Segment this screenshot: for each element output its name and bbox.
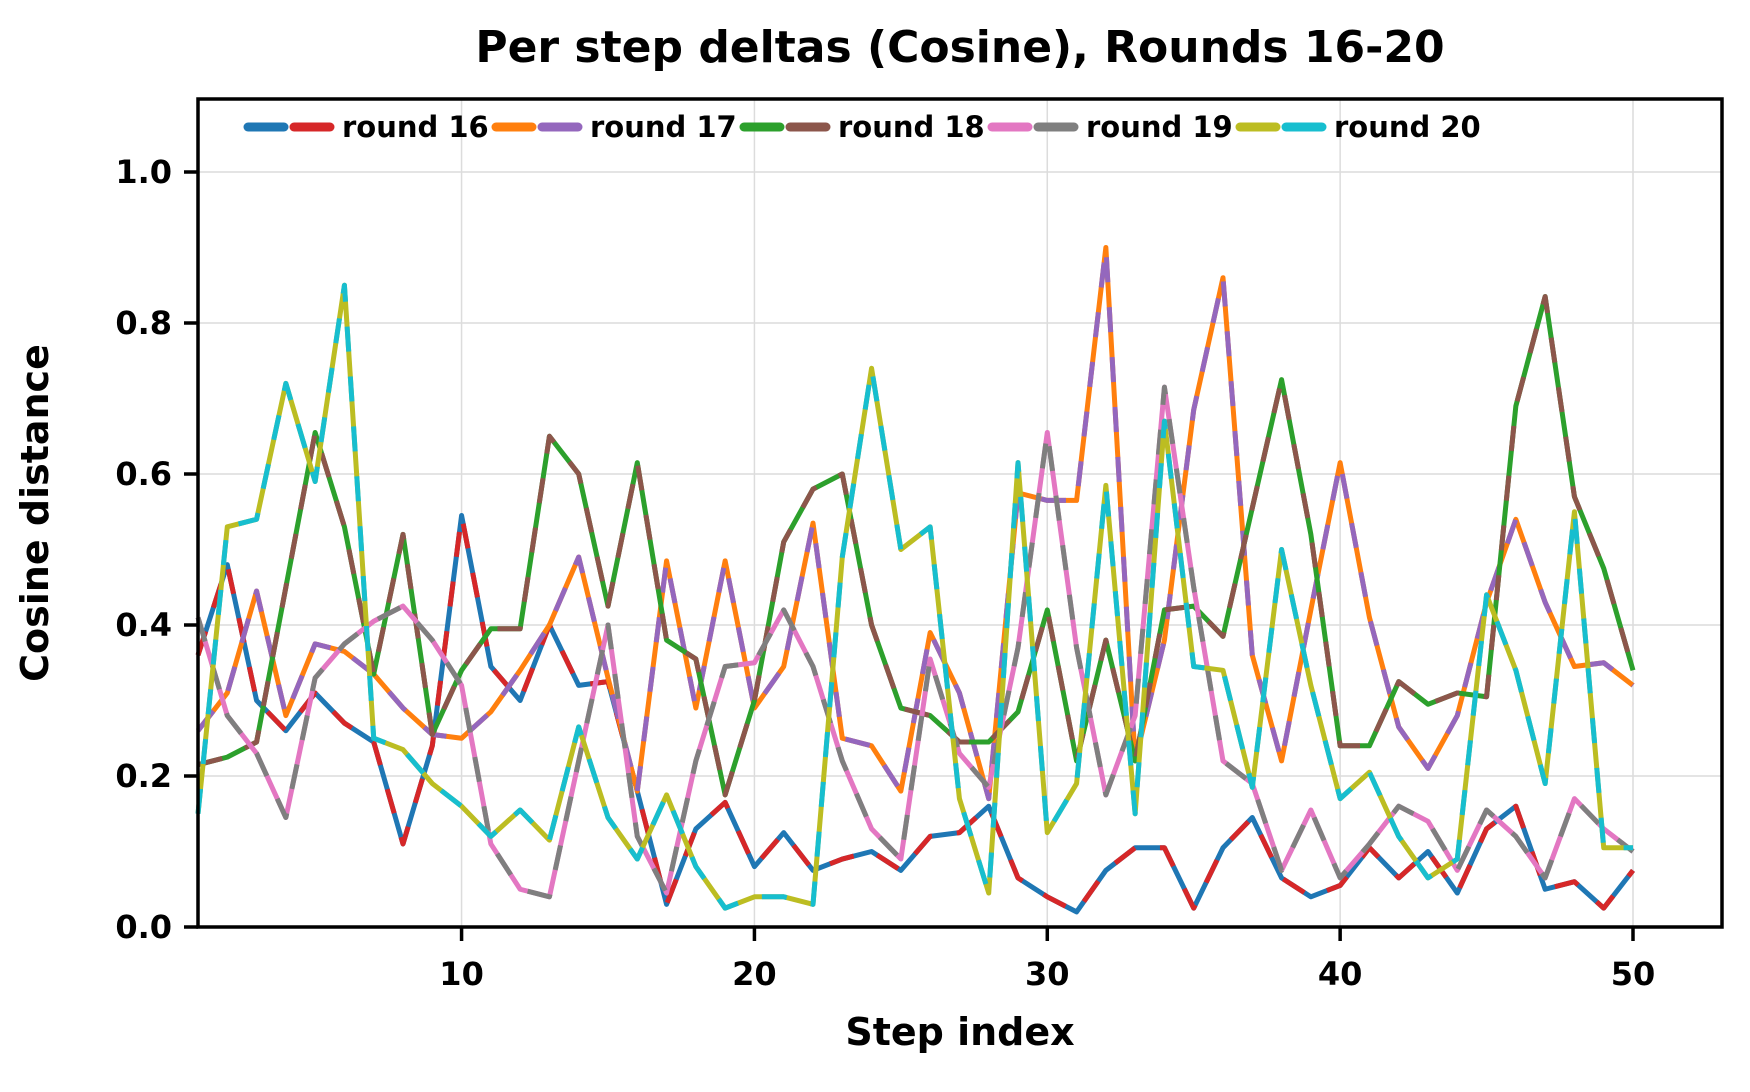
legend-label: round 20 — [1334, 110, 1481, 144]
y-tick-label: 0.6 — [115, 455, 172, 493]
legend-label: round 17 — [590, 110, 737, 144]
axes-spines — [196, 97, 1724, 929]
series-line-dash — [195, 513, 1635, 915]
tick-layer: 10 20 30 40 50 0.0 0.2 0.4 0.6 0.8 1.0 — [115, 153, 1655, 993]
legend-item-round-20: round 20 — [1235, 110, 1481, 144]
grid-layer — [198, 99, 1722, 927]
legend-label: round 16 — [342, 110, 489, 144]
legend-item-round-18: round 18 — [739, 110, 985, 144]
legend-item-round-16: round 16 — [243, 110, 489, 144]
y-tick-label: 0.8 — [115, 304, 172, 342]
series-round-19 — [195, 384, 1635, 900]
series-line-dash — [195, 384, 1635, 900]
x-tick-label: 20 — [732, 955, 777, 993]
y-tick-label: 1.0 — [115, 153, 172, 191]
spine-layer — [196, 97, 1724, 929]
series-round-16 — [195, 513, 1635, 915]
y-tick-label: 0.4 — [115, 606, 172, 644]
legend-label: round 18 — [838, 110, 985, 144]
x-axis-label: Step index — [845, 1010, 1074, 1054]
chart-title: Per step deltas (Cosine), Rounds 16-20 — [475, 22, 1444, 73]
series-line-dash — [197, 294, 1636, 798]
series-line-base — [195, 384, 1635, 900]
legend-label: round 19 — [1086, 110, 1233, 144]
series-layer — [195, 245, 1636, 915]
series-round-18 — [197, 294, 1636, 798]
x-tick-label: 10 — [439, 955, 484, 993]
series-round-17 — [196, 245, 1635, 802]
x-tick-label: 40 — [1318, 955, 1363, 993]
x-tick-label: 30 — [1025, 955, 1070, 993]
series-round-20 — [195, 282, 1633, 911]
y-tick-label: 0.0 — [115, 908, 172, 946]
legend-item-round-19: round 19 — [987, 110, 1233, 144]
x-tick-label: 50 — [1611, 955, 1656, 993]
legend: round 16 round 17 round 18 round 19 round 20 — [243, 110, 1481, 144]
series-line-dash — [195, 282, 1633, 911]
legend-item-round-17: round 17 — [491, 110, 737, 144]
y-axis-label: Cosine distance — [13, 344, 57, 682]
y-tick-label: 0.2 — [115, 757, 172, 795]
